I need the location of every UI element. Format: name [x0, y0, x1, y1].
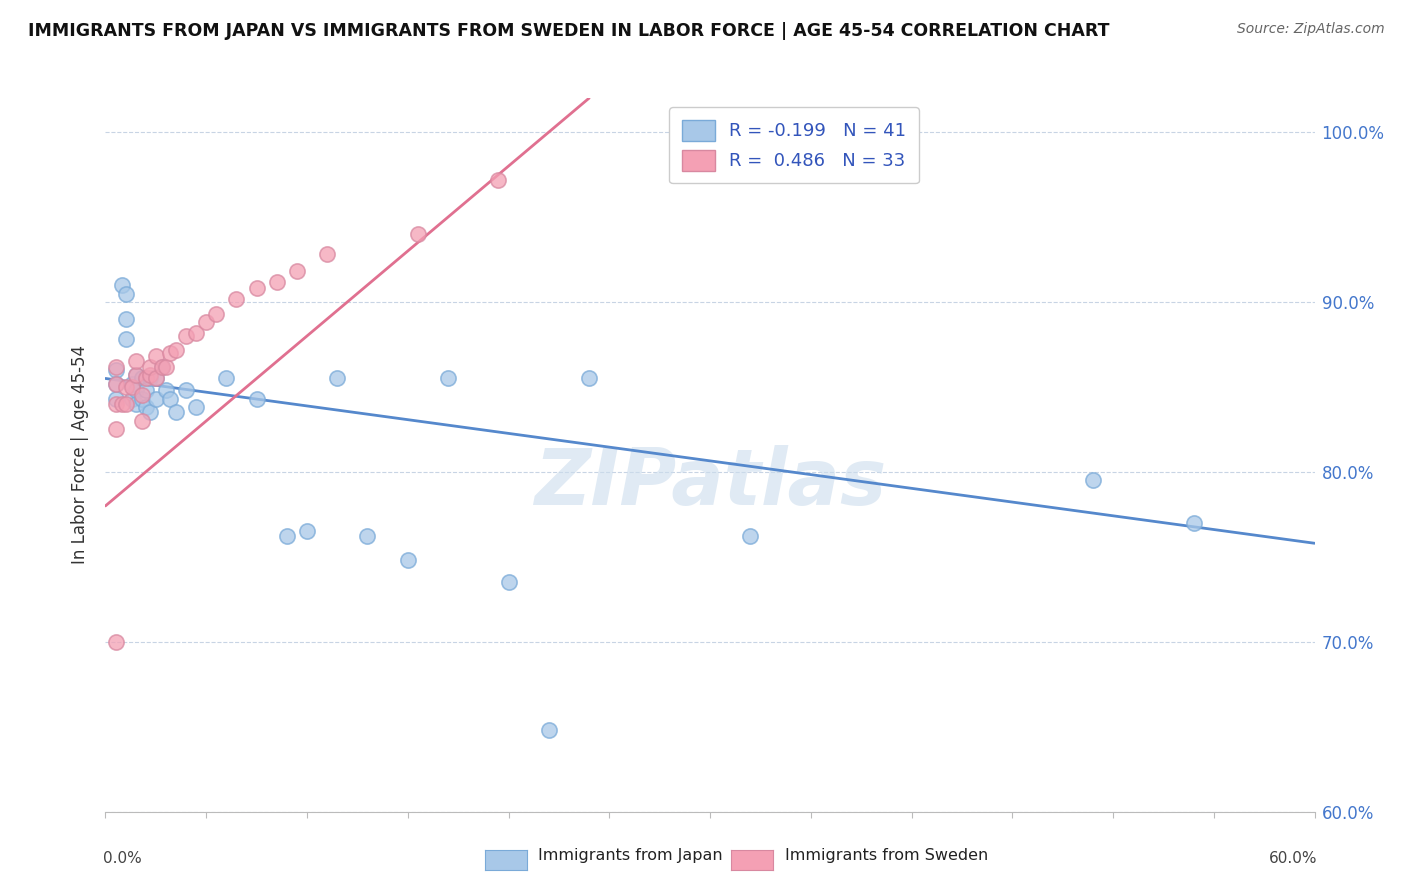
Point [186, 401, 208, 415]
Point [165, 405, 187, 419]
Point [110, 278, 132, 293]
Point [186, 326, 208, 340]
Point [121, 392, 143, 406]
Point [740, 529, 762, 543]
Point [537, 723, 560, 738]
Point [104, 376, 127, 391]
Point [266, 275, 288, 289]
Point [131, 414, 153, 428]
Point [139, 359, 162, 374]
Point [225, 292, 247, 306]
Point [1081, 474, 1104, 488]
Point [498, 575, 520, 590]
Point [174, 329, 197, 343]
Legend: R = -0.199   N = 41, R =  0.486   N = 33: R = -0.199 N = 41, R = 0.486 N = 33 [669, 107, 918, 183]
Text: Immigrants from Japan: Immigrants from Japan [538, 848, 723, 863]
Point [488, 172, 510, 186]
Point [135, 371, 157, 385]
Point [104, 392, 127, 406]
Point [125, 368, 148, 382]
Point [114, 397, 136, 411]
Point [578, 371, 600, 385]
Point [1182, 516, 1205, 530]
Text: ZIPatlas: ZIPatlas [534, 445, 886, 522]
Y-axis label: In Labor Force | Age 45-54: In Labor Force | Age 45-54 [72, 345, 90, 565]
Point [125, 384, 148, 398]
Text: Immigrants from Sweden: Immigrants from Sweden [785, 848, 988, 863]
Point [139, 405, 162, 419]
Point [246, 281, 269, 295]
Point [205, 307, 228, 321]
Point [121, 380, 143, 394]
Point [104, 422, 127, 436]
Point [195, 315, 218, 329]
Point [114, 380, 136, 394]
Point [125, 354, 148, 368]
Point [131, 371, 153, 385]
Point [316, 247, 339, 261]
Point [150, 359, 173, 374]
Point [246, 392, 269, 406]
Point [437, 371, 460, 385]
Text: IMMIGRANTS FROM JAPAN VS IMMIGRANTS FROM SWEDEN IN LABOR FORCE | AGE 45-54 CORRE: IMMIGRANTS FROM JAPAN VS IMMIGRANTS FROM… [28, 22, 1109, 40]
Point [406, 227, 429, 241]
Point [104, 376, 127, 391]
Point [131, 392, 153, 406]
Point [159, 392, 181, 406]
Point [104, 359, 127, 374]
Point [155, 359, 177, 374]
Text: 60.0%: 60.0% [1268, 851, 1317, 866]
Point [135, 384, 157, 398]
Point [159, 346, 181, 360]
Point [125, 397, 148, 411]
Point [125, 368, 148, 382]
Point [139, 368, 162, 382]
Point [155, 384, 177, 398]
Point [150, 359, 173, 374]
Point [135, 371, 157, 385]
Point [145, 371, 167, 385]
Text: Source: ZipAtlas.com: Source: ZipAtlas.com [1237, 22, 1385, 37]
Point [104, 635, 127, 649]
Point [114, 332, 136, 346]
Point [114, 286, 136, 301]
Point [104, 363, 127, 377]
Point [110, 397, 132, 411]
Point [121, 376, 143, 391]
Point [131, 388, 153, 402]
Point [114, 312, 136, 326]
Point [135, 401, 157, 415]
Point [285, 264, 308, 278]
Point [215, 371, 238, 385]
Point [396, 553, 419, 567]
Point [326, 371, 349, 385]
Point [276, 529, 298, 543]
Point [145, 371, 167, 385]
Point [104, 397, 127, 411]
Point [356, 529, 378, 543]
Point [145, 350, 167, 364]
Point [139, 371, 162, 385]
Text: 0.0%: 0.0% [103, 851, 142, 866]
Point [165, 343, 187, 357]
Point [145, 392, 167, 406]
Point [295, 524, 318, 539]
Point [174, 384, 197, 398]
